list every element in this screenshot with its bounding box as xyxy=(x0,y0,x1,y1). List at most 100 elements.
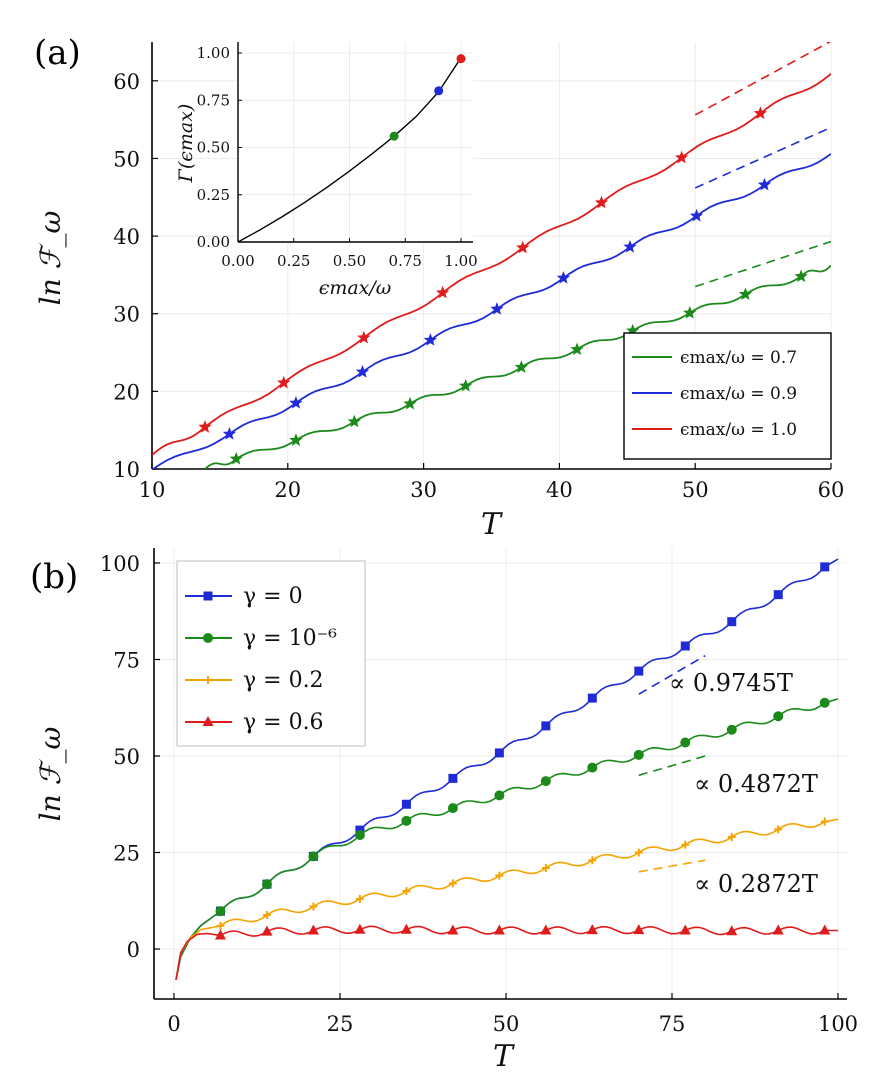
data-point-gamma-0-2 xyxy=(402,887,411,896)
data-point-gamma-0-6 xyxy=(586,924,598,935)
data-point-gamma-0-6 xyxy=(447,924,459,935)
data-point-gamma-0-2 xyxy=(355,894,364,903)
panel-a-x-tick-label: 30 xyxy=(410,478,437,502)
legend-entry-1-0: ϵmax/ω = 1.0 xyxy=(632,420,797,440)
inset-y-tick-label: 0.00 xyxy=(197,233,230,251)
data-point-1-0 xyxy=(753,106,768,120)
data-point-gamma-1e-6 xyxy=(819,697,830,708)
panel-b-x-label: T xyxy=(493,1039,515,1074)
legend-marker-gamma-0-2 xyxy=(204,676,212,684)
data-point-gamma-0-2 xyxy=(727,833,736,842)
panel-b-y-tick-label: 100 xyxy=(100,552,140,576)
data-point-0-9 xyxy=(289,396,303,409)
data-point-gamma-1e-6 xyxy=(773,711,784,722)
data-point-gamma-0-6 xyxy=(214,929,226,940)
panel-a-legend: ϵmax/ω = 0.7 ϵmax/ω = 0.9 ϵmax/ω = 1.0 xyxy=(623,332,832,460)
inset-x-tick-label: 0.00 xyxy=(221,252,254,270)
data-point-gamma-0-6 xyxy=(679,924,691,935)
legend-label-0-9: ϵmax/ω = 0.9 xyxy=(680,384,797,404)
data-point-0-7 xyxy=(229,451,243,465)
legend-entry-0-9: ϵmax/ω = 0.9 xyxy=(632,384,797,404)
legend-entry-0-7: ϵmax/ω = 0.7 xyxy=(632,348,797,368)
legend-label-gamma-1e-6: γ = 10⁻⁶ xyxy=(243,626,337,651)
panel-b-x-tick-label: 25 xyxy=(327,1012,354,1036)
inset-x-tick-label: 0.25 xyxy=(277,252,310,270)
panel-a-x-tick-label: 60 xyxy=(818,478,845,502)
legend-marker-gamma-0-6 xyxy=(202,716,214,726)
panel-a-axes xyxy=(151,42,831,470)
data-point-gamma-0-2 xyxy=(634,848,643,857)
data-point-gamma-0 xyxy=(727,617,737,627)
panel-b-label: (b) xyxy=(30,557,78,597)
inset-curve xyxy=(237,57,462,243)
data-point-gamma-1e-6 xyxy=(680,737,691,748)
panel-a-y-label: ln ℱ_ω xyxy=(34,210,67,305)
panel-a: (a) 10 20 30 40 50 60 10 20 30 40 50 60 T ln ℱ_ω 0.… xyxy=(34,33,844,542)
data-point-gamma-0-6 xyxy=(493,924,505,935)
panel-a-x-label: T xyxy=(481,507,503,542)
panel-b-x-tick-label: 100 xyxy=(818,1012,858,1036)
data-point-gamma-0-2 xyxy=(588,856,597,865)
data-point-gamma-0-6 xyxy=(540,924,552,935)
panel-a-data xyxy=(152,42,831,469)
data-point-gamma-0-2 xyxy=(681,840,690,849)
panel-b-y-tick-label: 75 xyxy=(113,649,140,673)
data-point-0-7 xyxy=(626,323,640,337)
legend-label-gamma-0-2: γ = 0.2 xyxy=(243,668,324,693)
data-point-0-9 xyxy=(423,333,438,346)
data-point-1-0 xyxy=(277,375,291,389)
data-point-1-0 xyxy=(674,150,689,164)
panel-a-label: (a) xyxy=(34,33,81,73)
series-line-gamma-0-2 xyxy=(175,818,839,981)
data-point-0-7 xyxy=(738,287,753,300)
panel-b-legend: γ = 0 γ = 10⁻⁶ γ = 0.2 γ = 0.6 xyxy=(176,560,366,747)
panel-b-x-tick-label: 0 xyxy=(167,1012,180,1036)
data-point-gamma-0-2 xyxy=(216,921,225,930)
inset-y-label: Γ(ϵmax) xyxy=(175,104,197,184)
series-line-gamma-1e-6 xyxy=(175,698,839,981)
data-point-0-7 xyxy=(459,378,473,392)
legend-label-0-7: ϵmax/ω = 0.7 xyxy=(680,348,797,368)
data-point-0-7 xyxy=(794,269,808,283)
panel-a-y-tick-label: 50 xyxy=(113,147,140,171)
data-point-gamma-0 xyxy=(820,562,830,572)
inset-background xyxy=(238,42,473,242)
panel-b-x-tick-label: 75 xyxy=(659,1012,686,1036)
data-point-1-0 xyxy=(516,240,530,254)
asymptote-0-9 xyxy=(694,126,831,189)
data-point-gamma-0-6 xyxy=(354,923,366,934)
data-point-gamma-0-6 xyxy=(772,924,784,935)
asymptote-0-7 xyxy=(694,240,831,288)
annotation-slope-blue: ∝ 0.9745T xyxy=(669,669,793,697)
inset-y-tick-label: 1.00 xyxy=(197,44,230,62)
annotation-slope-green: ∝ 0.4872T xyxy=(694,770,818,798)
data-point-0-9 xyxy=(623,239,637,253)
panel-a-legend-box xyxy=(623,332,832,460)
inset-x-tick-label: 0.75 xyxy=(389,252,422,270)
data-point-gamma-1e-6 xyxy=(540,776,551,787)
data-point-gamma-0-6 xyxy=(819,924,831,935)
panel-a-y-tick-label: 30 xyxy=(113,303,140,327)
data-point-gamma-0-6 xyxy=(726,925,738,936)
data-point-gamma-0 xyxy=(680,641,690,651)
inset-grid xyxy=(238,42,473,242)
data-point-0-7 xyxy=(514,360,529,373)
data-point-gamma-1e-6 xyxy=(261,879,272,890)
series-line-1-0 xyxy=(152,73,831,456)
data-point-0-9 xyxy=(757,177,772,191)
data-point-gamma-0-2 xyxy=(262,911,271,920)
data-point-1-0 xyxy=(357,330,371,344)
panel-a-y-tick-label: 20 xyxy=(113,380,140,404)
data-point-gamma-0 xyxy=(448,773,458,783)
panel-b-axes xyxy=(153,548,847,1000)
inset-ticks: 0.00 0.25 0.50 0.75 1.00 0.00 0.25 0.50 0.75 1.00 xyxy=(197,44,478,270)
data-point-gamma-0-2 xyxy=(309,902,318,911)
data-point-0-9 xyxy=(355,364,370,378)
data-point-0-7 xyxy=(289,433,303,446)
data-point-gamma-0 xyxy=(541,721,551,731)
panel-a-x-tick-label: 20 xyxy=(274,478,301,502)
data-point-gamma-0-2 xyxy=(495,871,504,880)
legend-label-1-0: ϵmax/ω = 1.0 xyxy=(680,420,797,440)
legend-label-gamma-0: γ = 0 xyxy=(243,584,303,609)
